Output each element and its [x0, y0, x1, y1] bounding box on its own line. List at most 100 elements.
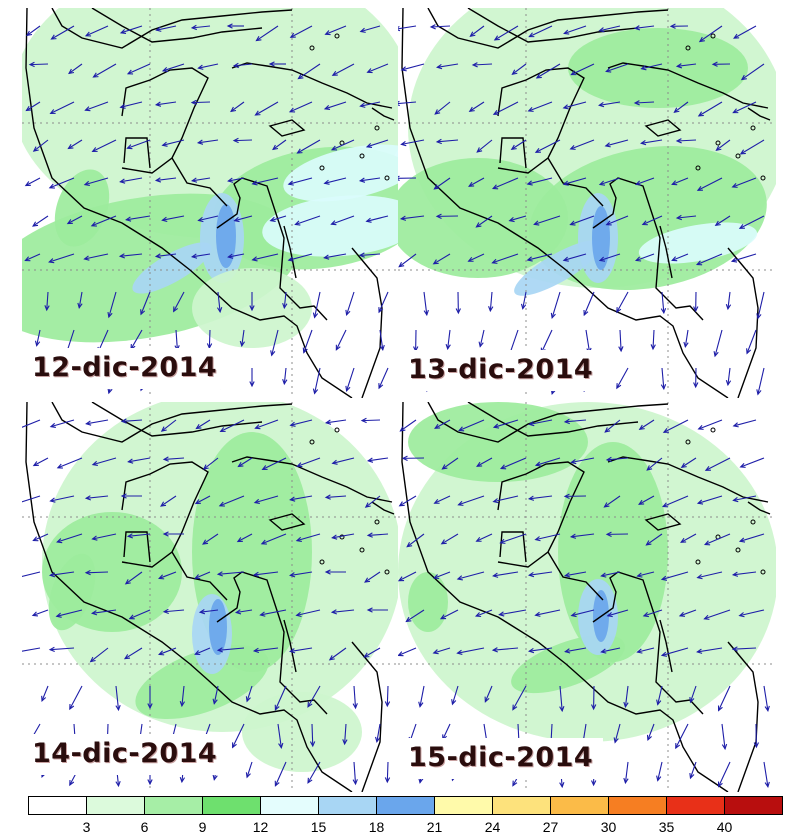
- wind-arrow: [140, 291, 151, 315]
- coastline: [91, 402, 263, 437]
- wind-arrow-head: [324, 569, 331, 575]
- wind-arrow: [366, 139, 389, 148]
- wind-arrow: [353, 761, 357, 784]
- wind-arrow-head: [471, 62, 478, 68]
- wind-arrow: [571, 63, 595, 76]
- wind-arrow-head: [91, 460, 98, 467]
- wind-arrow-head: [550, 312, 556, 320]
- wind-arrow: [361, 419, 381, 422]
- wind-arrow-head: [645, 540, 652, 546]
- wind-arrow-head: [642, 612, 649, 618]
- wind-arrow: [492, 253, 519, 264]
- wind-arrow: [614, 723, 621, 743]
- wind-arrow: [681, 457, 697, 468]
- wind-arrow-head: [695, 260, 703, 266]
- wind-arrow: [583, 291, 595, 316]
- wind-arrow: [551, 291, 561, 318]
- legend-tick-label: 3: [83, 819, 91, 835]
- wind-arrow: [368, 533, 389, 536]
- wind-arrow-head: [534, 147, 541, 153]
- wind-arrow-head: [673, 107, 680, 113]
- wind-arrow-head: [739, 462, 746, 468]
- wind-arrow: [228, 177, 245, 182]
- wind-arrow-head: [675, 743, 681, 750]
- wind-arrow-head: [457, 500, 464, 506]
- wind-arrow-head: [197, 64, 204, 70]
- wind-arrow: [290, 25, 313, 38]
- wind-arrow: [360, 101, 381, 107]
- wind-arrow: [156, 177, 177, 181]
- wind-arrow-head: [125, 216, 132, 222]
- wind-arrow-head: [732, 496, 739, 503]
- wind-arrow-head: [32, 221, 39, 227]
- wind-arrow-head: [671, 180, 678, 186]
- wind-arrow: [331, 215, 355, 225]
- legend-tick-label: 9: [199, 819, 207, 835]
- wind-arrow-head: [623, 777, 629, 785]
- map-panel-12-dic: 12-dic-2014: [22, 8, 400, 398]
- wind-map: [22, 8, 400, 398]
- wind-arrow-head: [331, 534, 338, 540]
- coastline: [123, 531, 151, 563]
- coastline: [727, 641, 759, 792]
- wind-arrow-head: [227, 253, 234, 259]
- wind-arrow: [763, 761, 769, 787]
- wind-arrow: [763, 685, 769, 711]
- island: [760, 175, 766, 181]
- wind-arrow: [307, 685, 321, 708]
- wind-arrow-head: [528, 420, 535, 427]
- wind-arrow: [324, 177, 347, 184]
- wind-speed-shading: [592, 206, 610, 270]
- wind-arrow: [718, 761, 731, 787]
- wind-arrow-head: [302, 347, 308, 354]
- legend-swatch: [608, 796, 667, 815]
- wind-arrow: [324, 101, 347, 110]
- wind-arrow: [399, 495, 417, 507]
- wind-arrow: [599, 177, 621, 186]
- wind-arrow-head: [661, 502, 669, 508]
- wind-speed-shading: [216, 204, 236, 268]
- coastline: [644, 513, 682, 531]
- wind-arrow-head: [360, 417, 367, 424]
- wind-arrow-head: [91, 147, 98, 152]
- wind-arrow: [162, 139, 185, 146]
- wind-arrow: [433, 647, 451, 654]
- wind-arrow-head: [703, 614, 710, 620]
- wind-arrow-head: [216, 306, 223, 314]
- wind-arrow: [203, 457, 219, 470]
- wind-arrow: [198, 139, 219, 144]
- wind-arrow: [128, 533, 151, 537]
- wind-arrow: [647, 723, 655, 741]
- wind-arrow: [423, 291, 428, 315]
- wind-arrow-head: [115, 704, 121, 712]
- map-panel-15-dic: 15-dic-2014: [398, 402, 776, 792]
- wind-arrow: [661, 367, 665, 389]
- wind-arrow-head: [423, 309, 429, 317]
- wind-arrow-head: [307, 777, 313, 784]
- wind-arrow: [494, 25, 519, 41]
- wind-arrow: [679, 609, 697, 617]
- wind-arrow-head: [119, 178, 126, 184]
- island: [319, 165, 325, 171]
- wind-arrow-head: [475, 222, 482, 228]
- wind-arrow-head: [216, 571, 223, 577]
- wind-arrow: [84, 253, 109, 260]
- wind-speed-shading: [132, 242, 212, 294]
- wind-arrow: [228, 253, 245, 258]
- wind-arrow-head: [253, 498, 260, 505]
- wind-arrow-head: [562, 104, 569, 110]
- wind-arrow-head: [493, 35, 500, 41]
- wind-arrow-head: [251, 180, 258, 186]
- wind-arrow: [400, 419, 417, 432]
- wind-arrow: [86, 419, 109, 425]
- color-scale-legend: 3 6 9 12 15 18 21 24 27 30 35 40: [28, 796, 783, 835]
- wind-arrow: [364, 647, 381, 658]
- wind-arrow-head: [190, 177, 198, 183]
- wind-arrow-head: [140, 309, 146, 316]
- wind-arrow: [332, 609, 355, 613]
- wind-arrow: [689, 761, 697, 779]
- wind-arrow: [564, 25, 587, 35]
- wind-arrow: [512, 63, 527, 75]
- wind-arrow-head: [269, 216, 276, 222]
- wind-arrow: [297, 139, 321, 154]
